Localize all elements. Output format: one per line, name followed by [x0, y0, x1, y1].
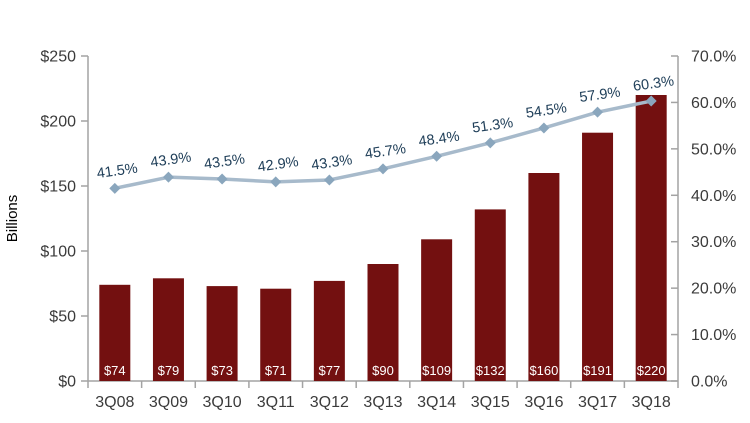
bar	[99, 284, 131, 381]
x-axis-label: 3Q16	[524, 394, 563, 411]
left-axis-tick-label: $100	[40, 244, 76, 261]
bar	[206, 286, 238, 381]
trend-value-label: 42.9%	[257, 154, 300, 176]
x-axis-label: 3Q17	[578, 394, 617, 411]
trend-marker	[216, 173, 228, 185]
bar	[313, 280, 345, 381]
trend-marker	[645, 95, 657, 107]
bar	[635, 95, 667, 381]
x-axis-label: 3Q11	[257, 394, 295, 411]
trend-value-label: 41.5%	[96, 161, 139, 183]
right-axis-tick-label: 30.0%	[691, 234, 736, 251]
trend-marker	[323, 174, 335, 186]
trend-value-label: 43.5%	[203, 151, 246, 173]
bar-value-label: $132	[476, 363, 505, 378]
trend-value-label: 48.4%	[418, 129, 461, 151]
right-axis-tick-label: 10.0%	[691, 327, 736, 344]
bar-value-label: $90	[372, 363, 394, 378]
x-axis-label: 3Q15	[471, 394, 510, 411]
right-axis-tick-label: 40.0%	[691, 188, 736, 205]
right-axis-tick-label: 60.0%	[691, 95, 736, 112]
bar-value-label: $191	[583, 363, 612, 378]
bar-value-label: $71	[265, 363, 287, 378]
bar	[528, 173, 560, 381]
bar	[582, 132, 614, 381]
right-axis-tick-label: 20.0%	[691, 281, 736, 298]
bar	[260, 288, 292, 381]
bar-value-label: $160	[529, 363, 558, 378]
trend-marker	[592, 106, 604, 118]
bar	[474, 209, 506, 381]
bar-value-label: $109	[422, 363, 451, 378]
x-axis-label: 3Q14	[417, 394, 456, 411]
x-axis-label: 3Q08	[95, 394, 134, 411]
left-axis-tick-label: $0	[58, 374, 76, 391]
trend-value-label: 43.9%	[149, 149, 192, 171]
x-axis-label: 3Q10	[203, 394, 242, 411]
trend-marker	[431, 150, 443, 162]
bar-value-label: $79	[158, 363, 180, 378]
left-axis-tick-label: $250	[40, 49, 76, 66]
bar-value-label: $73	[211, 363, 233, 378]
trend-marker	[377, 163, 389, 175]
bar	[367, 264, 399, 381]
bar-value-label: $77	[319, 363, 341, 378]
x-axis-label: 3Q13	[363, 394, 402, 411]
trend-value-label: 54.5%	[525, 100, 568, 122]
bar-value-label: $220	[637, 363, 666, 378]
x-axis-label: 3Q09	[149, 394, 188, 411]
right-axis-tick-label: 50.0%	[691, 141, 736, 158]
trend-value-label: 60.3%	[632, 73, 675, 95]
x-axis-label: 3Q12	[310, 394, 349, 411]
left-axis-tick-label: $200	[40, 114, 76, 131]
trend-marker	[538, 122, 550, 134]
bar-value-label: $74	[104, 363, 126, 378]
x-axis-label: 3Q18	[632, 394, 671, 411]
left-axis-tick-label: $150	[40, 179, 76, 196]
bar	[152, 278, 184, 381]
bar	[421, 239, 453, 381]
trend-value-label: 45.7%	[364, 141, 407, 163]
right-axis-tick-label: 0.0%	[691, 374, 727, 391]
left-axis-tick-label: $50	[49, 309, 76, 326]
trend-marker	[109, 182, 121, 194]
right-axis-tick-label: 70.0%	[691, 49, 736, 66]
trend-value-label: 57.9%	[579, 84, 622, 106]
trend-marker	[162, 171, 174, 183]
trend-marker	[484, 137, 496, 149]
left-axis-title: Billions	[4, 195, 21, 243]
trend-value-label: 51.3%	[471, 115, 514, 137]
trend-value-label: 43.3%	[310, 152, 353, 174]
trend-marker	[270, 176, 282, 188]
